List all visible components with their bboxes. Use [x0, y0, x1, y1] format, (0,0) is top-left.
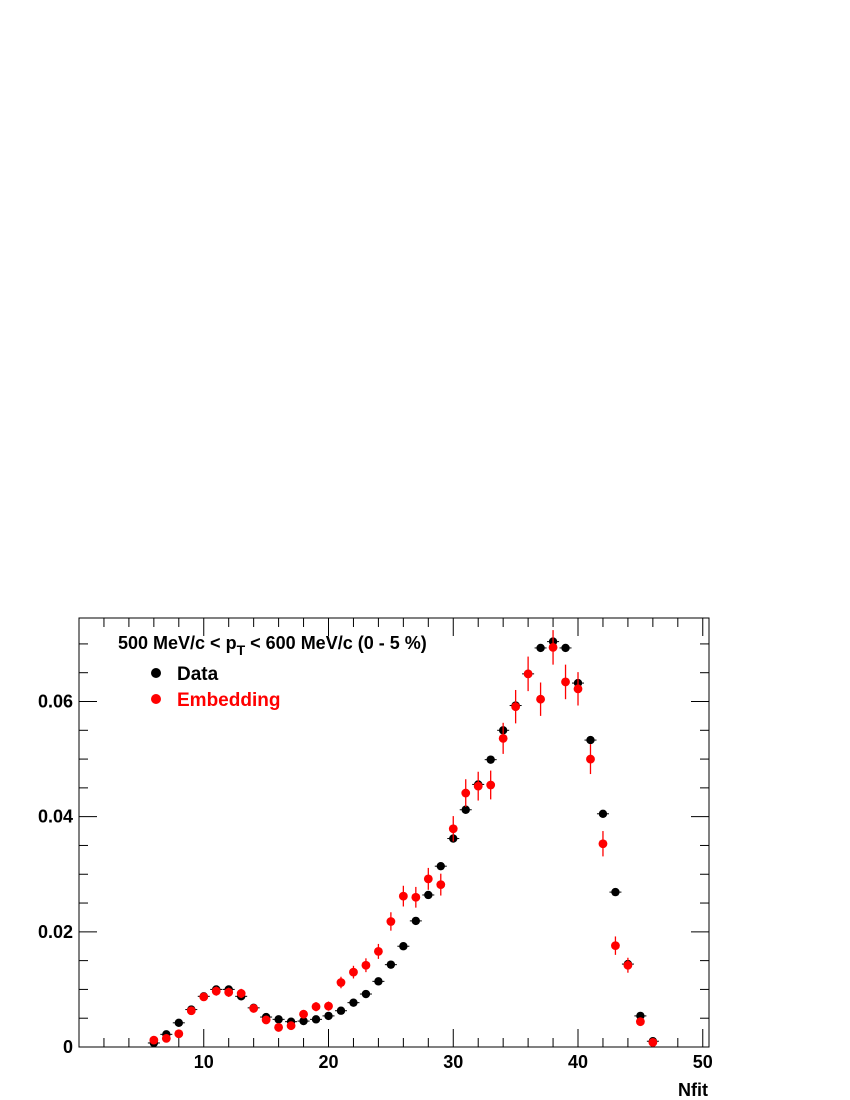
embedding-point — [473, 781, 483, 791]
embedding-point — [448, 824, 458, 834]
embedding-point — [174, 1029, 184, 1039]
y-tick-label: 0.02 — [38, 922, 73, 942]
embedding-point — [249, 1004, 259, 1013]
y-tick-label: 0 — [63, 1037, 73, 1057]
embedding-point — [586, 754, 595, 764]
embedding-point — [349, 967, 358, 977]
embedding-point — [311, 1002, 321, 1012]
embedding-point — [498, 733, 508, 743]
series-embedding — [149, 630, 658, 1047]
plot-title: 500 MeV/c < pT < 600 MeV/c (0 - 5 %) — [118, 633, 427, 658]
embedding-point — [623, 960, 633, 970]
legend-marker-embedding — [151, 694, 161, 704]
embedding-point — [411, 892, 421, 902]
data-point — [311, 1015, 321, 1024]
data-point — [336, 1006, 346, 1015]
data-point — [374, 977, 383, 986]
plot-title-subscript: T — [237, 642, 246, 658]
embedding-point — [423, 874, 433, 884]
embedding-point — [635, 1017, 645, 1027]
data-point — [461, 805, 470, 814]
embedding-point — [374, 947, 383, 956]
data-point — [586, 735, 595, 745]
data-point — [611, 887, 620, 897]
embedding-point — [436, 880, 446, 890]
legend-label-data: Data — [177, 664, 219, 685]
data-point — [386, 960, 396, 969]
data-point — [361, 989, 371, 999]
x-tick-label: 10 — [194, 1052, 214, 1072]
data-point — [411, 916, 421, 926]
data-point — [561, 643, 570, 653]
embedding-point — [561, 677, 570, 687]
embedding-point — [361, 960, 371, 970]
embedding-point — [161, 1033, 171, 1043]
data-point — [598, 809, 608, 818]
embedding-point — [324, 1001, 333, 1011]
embedding-point — [199, 992, 209, 1002]
embedding-point — [573, 684, 583, 694]
axis-ticks — [79, 618, 709, 1048]
embedding-point — [386, 917, 396, 926]
embedding-point — [149, 1035, 159, 1045]
embedding-point — [211, 986, 221, 996]
data-point — [324, 1011, 333, 1021]
x-tick-label: 20 — [318, 1052, 338, 1072]
data-point — [436, 861, 445, 871]
embedding-point — [224, 987, 234, 997]
data-point — [349, 998, 358, 1007]
data-point — [486, 755, 495, 764]
data-point — [424, 890, 433, 900]
embedding-point — [336, 978, 346, 987]
x-tick-label: 50 — [693, 1052, 713, 1072]
embedding-point — [398, 891, 408, 901]
y-tick-label: 0.04 — [38, 807, 73, 827]
legend-marker-data — [151, 668, 161, 678]
legend: Data Embedding — [151, 664, 280, 711]
embedding-point — [461, 788, 471, 798]
embedding-point — [186, 1006, 196, 1016]
data-point — [174, 1018, 184, 1028]
x-axis-title: Nfit — [678, 1080, 708, 1100]
embedding-point — [611, 941, 620, 951]
axis-tick-labels: 10 20 30 40 50 0 0.02 0.04 0.06 — [38, 691, 713, 1072]
y-tick-label: 0.06 — [38, 691, 73, 711]
legend-label-embedding: Embedding — [177, 690, 280, 711]
embedding-point — [286, 1021, 296, 1031]
embedding-point — [274, 1023, 284, 1032]
embedding-point — [598, 839, 608, 849]
embedding-point — [261, 1015, 271, 1025]
data-point — [299, 1016, 308, 1026]
embedding-point — [548, 642, 558, 652]
plot-frame — [78, 617, 710, 1048]
embedding-point — [536, 694, 545, 704]
embedding-point — [486, 780, 496, 790]
embedding-point — [648, 1037, 658, 1047]
data-point — [536, 643, 545, 653]
x-tick-label: 40 — [568, 1052, 588, 1072]
series-layer — [147, 630, 659, 1048]
embedding-point — [299, 1009, 308, 1019]
data-point — [399, 942, 408, 951]
embedding-point — [236, 989, 246, 998]
embedding-point — [523, 669, 533, 679]
x-tick-label: 30 — [443, 1052, 463, 1072]
data-point — [274, 1015, 283, 1024]
embedding-point — [511, 702, 521, 712]
